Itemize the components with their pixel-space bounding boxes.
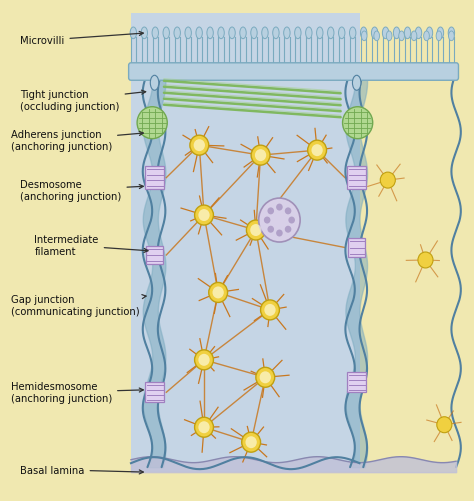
Ellipse shape: [295, 28, 301, 40]
Circle shape: [198, 209, 210, 221]
Bar: [131, 14, 359, 472]
Circle shape: [311, 145, 323, 157]
Ellipse shape: [436, 32, 442, 42]
Circle shape: [198, 354, 210, 366]
Circle shape: [276, 204, 283, 211]
Circle shape: [267, 226, 274, 233]
Ellipse shape: [306, 28, 312, 40]
Ellipse shape: [251, 28, 257, 40]
Circle shape: [198, 421, 210, 433]
Ellipse shape: [273, 28, 279, 40]
Circle shape: [137, 108, 167, 139]
Circle shape: [250, 224, 262, 236]
Ellipse shape: [448, 32, 454, 42]
Ellipse shape: [317, 28, 323, 40]
Circle shape: [308, 141, 327, 161]
Text: Intermediate
filament: Intermediate filament: [35, 235, 148, 257]
Circle shape: [264, 217, 271, 224]
Bar: [347, 373, 366, 392]
Circle shape: [285, 226, 292, 233]
Ellipse shape: [328, 28, 334, 40]
Circle shape: [195, 205, 213, 225]
Circle shape: [343, 108, 373, 139]
Circle shape: [246, 220, 265, 240]
Ellipse shape: [404, 28, 411, 40]
Bar: [359, 14, 463, 472]
Circle shape: [251, 146, 270, 166]
Circle shape: [261, 300, 279, 320]
Circle shape: [190, 136, 209, 156]
Circle shape: [194, 140, 205, 152]
Circle shape: [195, 350, 213, 370]
Circle shape: [246, 436, 257, 448]
Ellipse shape: [393, 28, 400, 40]
Circle shape: [288, 217, 295, 224]
Circle shape: [276, 230, 283, 237]
Circle shape: [195, 417, 213, 437]
Ellipse shape: [196, 28, 202, 40]
Circle shape: [259, 199, 300, 242]
Ellipse shape: [349, 28, 356, 40]
Circle shape: [256, 368, 275, 387]
Circle shape: [242, 432, 261, 452]
Text: Basal lamina: Basal lamina: [20, 465, 143, 475]
Bar: [348, 238, 365, 258]
Ellipse shape: [185, 28, 191, 40]
Ellipse shape: [240, 28, 246, 40]
Circle shape: [255, 150, 266, 162]
Ellipse shape: [386, 32, 392, 42]
Ellipse shape: [152, 28, 158, 40]
Text: Gap junction
(communicating junction): Gap junction (communicating junction): [11, 295, 146, 316]
Ellipse shape: [399, 32, 404, 42]
Ellipse shape: [130, 28, 137, 40]
Text: Microvilli: Microvilli: [20, 33, 143, 46]
Circle shape: [437, 417, 452, 433]
Ellipse shape: [338, 28, 345, 40]
Ellipse shape: [262, 28, 268, 40]
Circle shape: [264, 304, 276, 316]
Ellipse shape: [218, 28, 224, 40]
Ellipse shape: [229, 28, 235, 40]
Circle shape: [285, 208, 292, 215]
Bar: [145, 383, 164, 402]
Ellipse shape: [174, 28, 181, 40]
Ellipse shape: [383, 28, 389, 40]
Ellipse shape: [437, 28, 444, 40]
Ellipse shape: [426, 28, 433, 40]
Circle shape: [209, 283, 228, 303]
Ellipse shape: [374, 32, 380, 42]
Text: Desmosome
(anchoring junction): Desmosome (anchoring junction): [20, 180, 143, 201]
Circle shape: [212, 287, 224, 299]
Text: Tight junction
(occluding junction): Tight junction (occluding junction): [20, 90, 146, 112]
Ellipse shape: [424, 32, 429, 42]
Ellipse shape: [411, 32, 417, 42]
Ellipse shape: [150, 76, 159, 91]
Ellipse shape: [141, 28, 147, 40]
Bar: [145, 167, 164, 190]
Circle shape: [418, 253, 433, 269]
Circle shape: [380, 173, 395, 189]
Ellipse shape: [207, 28, 213, 40]
Ellipse shape: [283, 28, 290, 40]
Text: Hemidesmosome
(anchoring junction): Hemidesmosome (anchoring junction): [11, 382, 143, 403]
Ellipse shape: [360, 28, 367, 40]
Circle shape: [267, 208, 274, 215]
Ellipse shape: [372, 28, 378, 40]
Ellipse shape: [163, 28, 169, 40]
Circle shape: [260, 372, 271, 384]
Text: Adherens junction
(anchoring junction): Adherens junction (anchoring junction): [11, 130, 143, 152]
Ellipse shape: [361, 32, 367, 42]
Ellipse shape: [353, 76, 361, 91]
Ellipse shape: [448, 28, 455, 40]
Bar: [146, 246, 163, 265]
Bar: [347, 167, 366, 190]
FancyBboxPatch shape: [128, 64, 458, 81]
Ellipse shape: [415, 28, 422, 40]
